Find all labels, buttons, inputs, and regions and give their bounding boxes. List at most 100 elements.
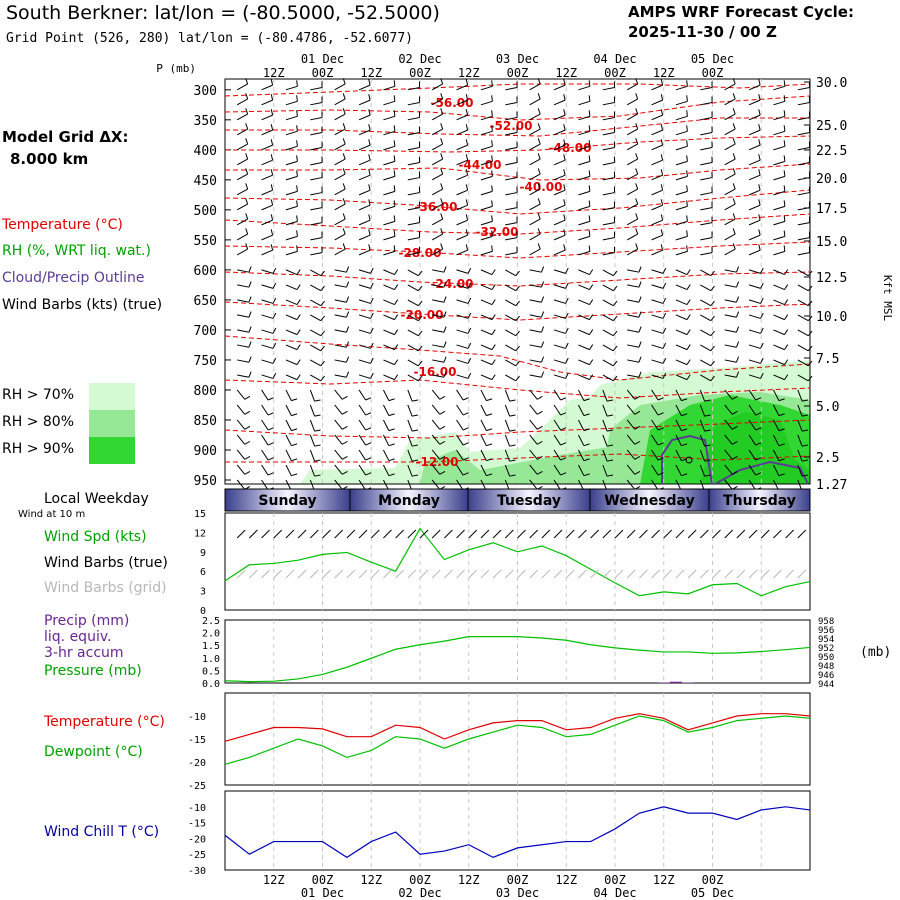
wind-barb <box>675 284 688 291</box>
wind-barb <box>675 115 688 121</box>
wind-barb <box>261 464 269 476</box>
cloud-outline-dot <box>685 456 693 464</box>
wind-barb <box>724 329 737 333</box>
wind-barb <box>407 374 419 382</box>
wind-barb <box>578 299 590 306</box>
wind-barb-flag <box>783 230 786 237</box>
wind-barb <box>334 269 347 273</box>
wind-barb <box>261 144 273 151</box>
wind-barb-flag <box>760 342 764 349</box>
wind-barb <box>456 204 468 211</box>
wind-barb-grid <box>565 569 575 579</box>
weekday-label: Wednesday <box>604 493 694 509</box>
wind-barb-flag <box>465 229 469 236</box>
wind-barb-flag <box>486 428 493 432</box>
wind-barb <box>797 102 810 106</box>
wind-barb <box>236 158 248 166</box>
wind-barb <box>285 220 298 226</box>
wind-barb <box>529 389 538 400</box>
legend-cloud: Cloud/Precip Outline <box>2 270 145 286</box>
wind-barb <box>505 269 517 277</box>
wind-barb-flag <box>270 154 274 161</box>
wind-barb-flag <box>588 245 591 252</box>
wind-barb <box>578 250 591 256</box>
wind-barb <box>578 284 590 291</box>
wind-barb <box>236 173 248 181</box>
legend-rh70-label: RH > 70% <box>2 387 75 403</box>
wind-barb-flag <box>320 270 325 277</box>
wind-barb <box>627 329 640 333</box>
wind-barb <box>797 374 809 382</box>
wind-barb-flag <box>368 244 371 251</box>
wind-barb-flag <box>565 282 569 289</box>
wind-barb <box>724 98 736 106</box>
wind-barb <box>285 434 292 446</box>
wind-barb-flag <box>345 326 350 333</box>
wind-barb <box>529 404 538 415</box>
wind-barb-flag <box>634 440 641 445</box>
wind-barb-flag <box>394 299 399 305</box>
wind-barb <box>310 132 323 136</box>
top-date-label: 04 Dec <box>593 52 636 66</box>
wind-barb-flag <box>248 296 252 303</box>
wind-barb-flag <box>342 153 346 160</box>
wind-barb <box>773 344 785 351</box>
pressure-tick-label: 800 <box>194 384 217 399</box>
wind-barb <box>675 464 682 476</box>
wind-barb <box>748 419 757 431</box>
wind-barb <box>529 98 541 106</box>
wind-barb-flag <box>588 125 591 132</box>
wind-barb <box>626 83 638 91</box>
wind-barb <box>724 404 733 415</box>
wind-barb <box>285 269 298 276</box>
wind-barb-flag <box>536 440 543 445</box>
wind-barb <box>432 284 445 288</box>
wind-barb <box>382 389 390 401</box>
model-grid-value: 8.000 km <box>10 150 89 168</box>
bottom-hour-label: 00Z <box>604 873 626 887</box>
wind-barb <box>602 192 615 196</box>
wind-barb <box>773 374 785 381</box>
wind-barb <box>529 314 542 318</box>
wind-barb <box>456 419 464 431</box>
wind-barb <box>553 314 566 319</box>
wind-barb-flag <box>491 329 496 335</box>
wind-barb <box>529 284 542 288</box>
wind-barb-flag <box>565 327 569 334</box>
wind-barb <box>285 115 298 121</box>
precip-ytick-label: 0.0 <box>202 679 220 690</box>
wind-barb-grid <box>346 569 356 579</box>
wind-barb-flag <box>704 459 711 462</box>
wind-barb-true <box>358 529 368 539</box>
wind-barb <box>553 389 562 401</box>
wind-barb-flag <box>394 344 399 350</box>
wind-barb <box>456 234 468 241</box>
wind-barb-flag <box>491 155 493 162</box>
wind-barb-grid <box>444 569 453 579</box>
height-tick-label: 17.5 <box>816 202 847 217</box>
wind-barb <box>626 203 638 211</box>
wind-barb-flag <box>710 330 715 337</box>
wind-barb <box>480 344 493 351</box>
wind-barb-grid <box>675 569 685 579</box>
wind-barb-flag <box>486 398 493 402</box>
wind-barb <box>480 299 493 306</box>
wind-barb-flag <box>588 95 591 102</box>
wind-barb-grid <box>736 569 746 579</box>
wind-barb <box>383 160 396 166</box>
wind-barb-true <box>431 529 441 539</box>
temperature-contour <box>224 301 811 321</box>
wind-barb-flag <box>565 372 569 379</box>
wind-barb <box>651 374 664 379</box>
wind-barb-flag <box>540 296 545 303</box>
wind-barb <box>797 434 803 447</box>
wind-barb <box>675 434 682 446</box>
wind-barb-flag <box>393 125 396 132</box>
wind-barb-flag <box>320 330 325 337</box>
wind-barb-flag <box>368 124 371 131</box>
wind-barb-grid <box>663 569 673 579</box>
wind-barb <box>724 359 737 363</box>
wind-barb-flag <box>462 472 469 476</box>
wind-barb <box>578 130 591 136</box>
wind-barb <box>773 220 786 226</box>
